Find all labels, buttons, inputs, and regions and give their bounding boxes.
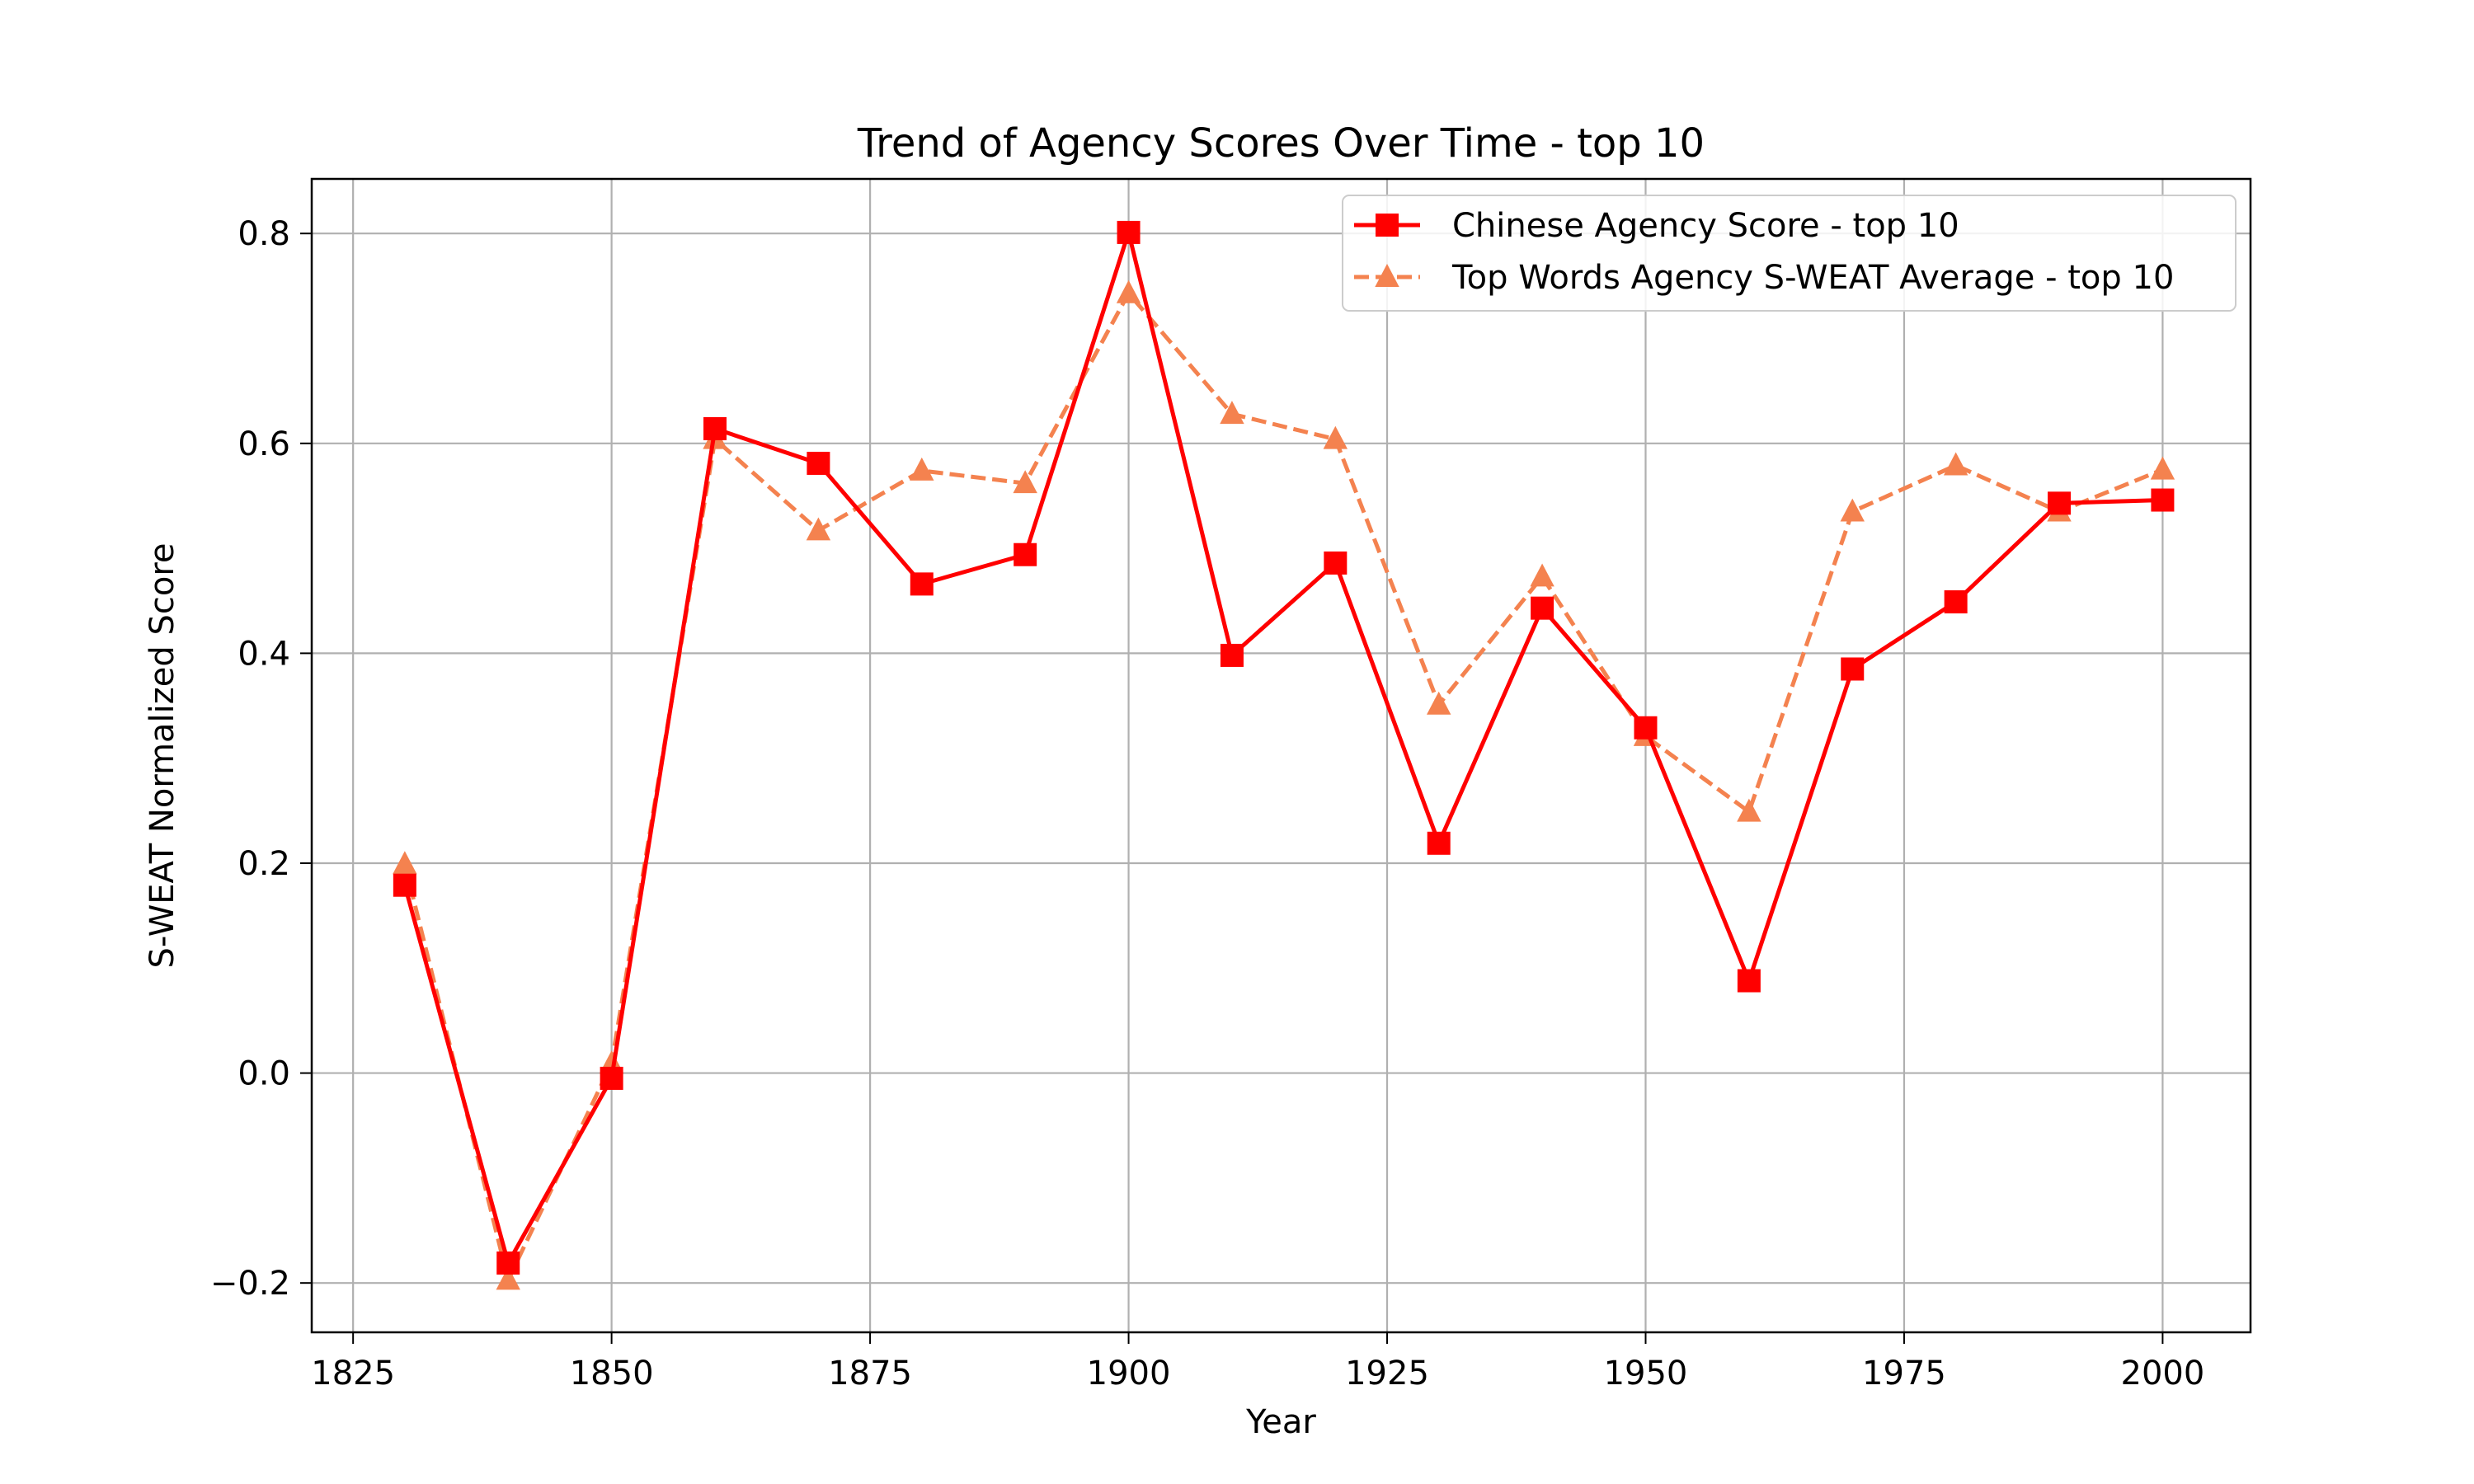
x-tick-label: 1950 <box>1604 1355 1688 1392</box>
data-point <box>1531 596 1554 620</box>
legend-item: Chinese Agency Score - top 10 <box>1354 207 1959 245</box>
x-tick-label: 1850 <box>570 1355 654 1392</box>
data-point <box>1943 452 1968 476</box>
data-point <box>1116 279 1141 303</box>
ticks: 1825 1850 1875 1900 1925 1950 1975 2000 −0.2 0.0 0… <box>210 215 2204 1392</box>
x-axis-label: Year <box>1245 1403 1316 1441</box>
plot-frame <box>310 177 2252 1334</box>
data-point <box>1220 401 1244 425</box>
data-point <box>1840 498 1865 522</box>
chart-title: Trend of Agency Scores Over Time - top 1… <box>857 120 1705 167</box>
data-point <box>600 1066 623 1090</box>
y-tick-label: 0.4 <box>238 635 290 673</box>
x-tick-label: 1875 <box>828 1355 912 1392</box>
x-tick-label: 1925 <box>1345 1355 1429 1392</box>
data-point <box>1427 691 1451 715</box>
y-tick-label: −0.2 <box>210 1265 290 1303</box>
x-tick-label: 1825 <box>311 1355 395 1392</box>
data-point <box>1530 563 1554 587</box>
y-tick-label: 0.8 <box>238 215 290 253</box>
x-tick-label: 1975 <box>1862 1355 1946 1392</box>
data-point <box>807 451 830 475</box>
data-point <box>1427 831 1451 855</box>
series-line <box>402 291 2164 1282</box>
data-point <box>910 457 934 481</box>
y-tick-label: 0.0 <box>238 1055 290 1093</box>
legend-item: Top Words Agency S-WEAT Average - top 10 <box>1354 259 2174 297</box>
legend-marker <box>1376 214 1399 237</box>
data-point <box>496 1266 520 1290</box>
data-point <box>1737 798 1761 822</box>
y-axis-label: S-WEAT Normalized Score <box>143 542 181 968</box>
data-point <box>2150 456 2175 480</box>
data-point <box>393 873 416 897</box>
legend: Chinese Agency Score - top 10 Top Words A… <box>1342 195 2236 312</box>
data-point <box>1634 716 1658 740</box>
x-tick-label: 1900 <box>1087 1355 1171 1392</box>
grid <box>312 179 2251 1332</box>
legend-label: Top Words Agency S-WEAT Average - top 10 <box>1451 259 2174 297</box>
y-tick-label: 0.2 <box>238 845 290 883</box>
series-layer <box>393 220 2175 1290</box>
legend-label: Chinese Agency Score - top 10 <box>1452 207 1959 245</box>
series-1 <box>393 220 2175 1275</box>
data-point <box>2151 488 2175 512</box>
legend-box <box>1342 195 2236 312</box>
data-point <box>910 572 934 596</box>
data-point <box>1737 969 1761 993</box>
series-line <box>402 230 2163 1266</box>
y-tick-label: 0.6 <box>238 425 290 463</box>
data-point <box>1323 425 1348 449</box>
legend-marker <box>1375 264 1399 287</box>
data-point <box>393 851 417 875</box>
data-point <box>1013 470 1037 494</box>
data-point <box>1117 220 1141 244</box>
data-point <box>496 1251 520 1275</box>
data-point <box>703 416 727 440</box>
data-point <box>1014 542 1037 566</box>
data-point <box>1841 657 1865 681</box>
data-point <box>806 517 831 541</box>
data-point <box>2048 491 2072 515</box>
data-point <box>1324 551 1348 575</box>
data-point <box>1220 643 1244 667</box>
data-point <box>1944 590 1968 614</box>
x-tick-label: 2000 <box>2121 1355 2205 1392</box>
